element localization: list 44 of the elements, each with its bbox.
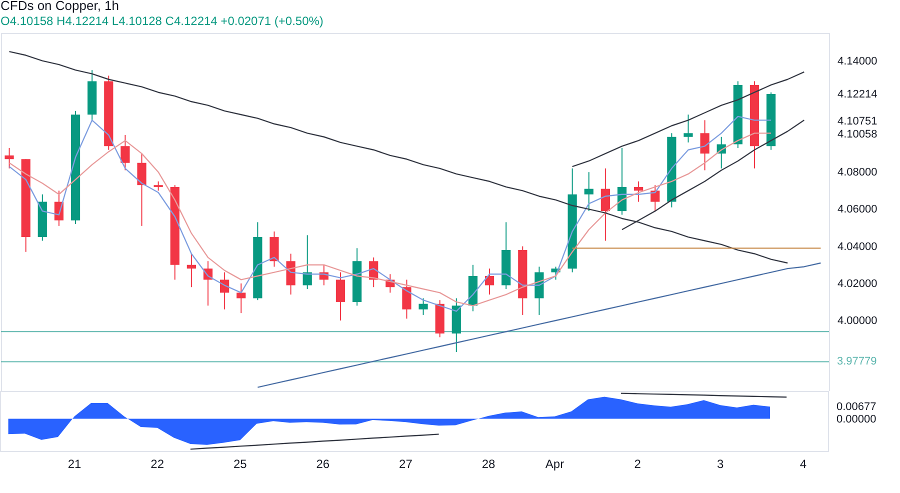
line-series xyxy=(190,434,440,450)
x-tick-label: Apr xyxy=(545,457,564,471)
y-tick-label: 4.10751 xyxy=(838,116,878,128)
candlestick xyxy=(700,120,710,171)
y-tick-label: 4.10058 xyxy=(838,128,878,140)
candlestick xyxy=(236,282,246,314)
candlestick xyxy=(684,114,693,143)
chart-title: CFDs on Copper, 1h xyxy=(0,0,120,13)
y-tick-label: 0.00000 xyxy=(836,413,876,426)
candlestick xyxy=(120,134,130,171)
candlestick xyxy=(137,153,146,226)
y-tick-label: 4.12214 xyxy=(838,88,878,100)
line-series xyxy=(257,262,822,388)
candlestick xyxy=(186,253,196,288)
line-series xyxy=(572,71,805,168)
candlestick xyxy=(402,279,412,320)
candlestick xyxy=(650,184,660,212)
x-tick-label: 28 xyxy=(482,457,496,471)
y-tick-label: 0.00677 xyxy=(836,401,876,414)
x-tick-label: 27 xyxy=(399,457,413,471)
y-tick-label: 4.14000 xyxy=(838,55,878,68)
y-tick-label: 4.00000 xyxy=(838,315,878,328)
y-tick-label: 4.06000 xyxy=(838,204,878,216)
x-tick-label: 4 xyxy=(800,457,807,471)
candlestick xyxy=(634,180,644,202)
x-tick-label: 26 xyxy=(316,457,330,471)
candlestick xyxy=(154,180,163,192)
y-tick-label: 4.02000 xyxy=(838,278,878,290)
candlestick xyxy=(584,172,594,212)
candlestick xyxy=(4,148,14,169)
x-tick-label: 22 xyxy=(150,457,164,471)
candlestick xyxy=(418,298,428,316)
x-tick-label: 25 xyxy=(233,457,248,471)
candlestick xyxy=(336,272,346,322)
x-tick-label: 2 xyxy=(634,457,642,471)
candlestick xyxy=(600,168,610,242)
x-tick-label: 21 xyxy=(68,457,82,471)
candlestick xyxy=(484,268,494,296)
x-tick-label: 3 xyxy=(717,457,724,471)
ref-line-label: 3.97779 xyxy=(837,356,877,368)
chart-subtitle: O4.10158 H4.12214 L4.10128 C4.12214 +0.02071 (+0.50%) xyxy=(0,14,324,28)
candlestick xyxy=(302,234,312,290)
y-tick-label: 4.04000 xyxy=(838,240,878,253)
y-tick-label: 4.08000 xyxy=(838,166,878,179)
